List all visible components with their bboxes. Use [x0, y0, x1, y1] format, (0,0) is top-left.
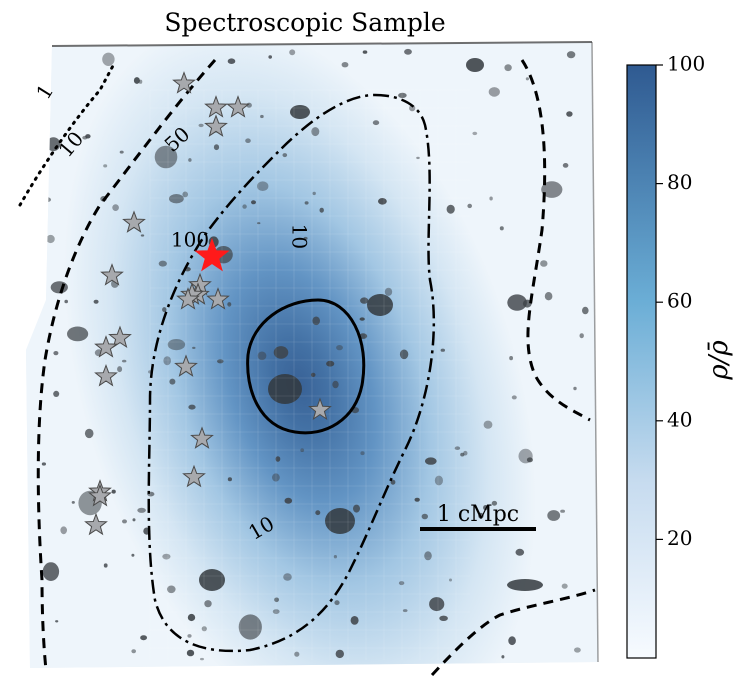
colorbar-label: ρ/ρ̄: [704, 340, 734, 381]
contour-lines: [18, 59, 596, 677]
member-star: [204, 114, 228, 137]
member-star: [94, 363, 118, 387]
contour-10-right: [520, 59, 591, 422]
contour-10-left: [36, 59, 217, 671]
density-pixel-grid: [149, 89, 470, 660]
member-star: [190, 426, 214, 449]
member-star: [108, 325, 132, 349]
colorbar-tick-label: 20: [667, 526, 692, 550]
colorbar-tick-label: 100: [667, 52, 705, 76]
field-border-top: [51, 41, 593, 47]
colorbar-tick-label: 80: [667, 170, 692, 194]
member-star: [206, 287, 230, 310]
colorbar-ticks: 20 40 60 80 100: [656, 52, 705, 550]
member-star: [100, 263, 124, 286]
member-star: [88, 483, 112, 507]
colorbar-tick-label: 60: [667, 289, 692, 313]
image-field: [26, 42, 598, 668]
density-map: [26, 42, 598, 668]
member-star: [94, 335, 118, 358]
field-border-right: [591, 41, 599, 663]
member-star: [84, 512, 108, 536]
contour-50: [147, 93, 436, 653]
colorbar-gradient: [626, 64, 657, 659]
background-sources: [41, 48, 589, 661]
member-star: [308, 397, 332, 421]
member-star: [176, 287, 200, 310]
contour-100: [246, 298, 366, 435]
member-star: [172, 71, 196, 94]
member-star: [226, 95, 250, 118]
member-star: [182, 464, 206, 488]
member-star: [122, 210, 146, 233]
contour-10-bottom: [430, 588, 596, 677]
target-galaxy: [194, 237, 230, 272]
colorbar: 20 40 60 80 100 ρ/ρ̄: [626, 52, 734, 659]
scale-bar-label: 1 cMpc: [437, 502, 519, 527]
contour-label-10: 10: [288, 224, 312, 249]
member-star: [204, 95, 228, 118]
member-star: [174, 354, 198, 377]
contour-label-100: 100: [171, 228, 209, 252]
scale-bar: 1 cMpc: [420, 502, 536, 531]
target-star: [194, 237, 230, 272]
contour-1: [18, 60, 117, 207]
member-galaxies: [84, 71, 332, 536]
chart-title: Spectroscopic Sample: [164, 8, 445, 37]
colorbar-tick-label: 40: [667, 407, 692, 431]
